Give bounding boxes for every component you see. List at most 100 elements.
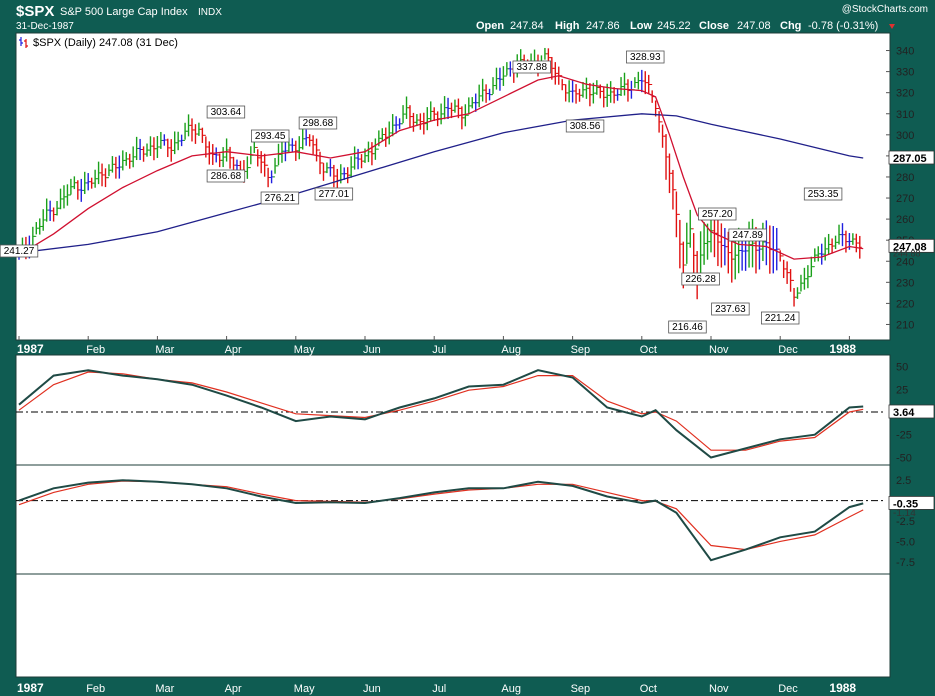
month-label-top-12: 1988 [829, 342, 856, 356]
callout-box-3 [250, 129, 290, 143]
price-y-tick-11: 320 [896, 88, 914, 100]
legend-text: $SPX (Daily) 247.08 (31 Dec) [33, 37, 178, 49]
ind2-y-tick-2: -2.5 [896, 516, 915, 528]
price-y-tick-10: 310 [896, 109, 914, 121]
callout-0: 241.27 [4, 246, 35, 257]
price-y-tick-5: 260 [896, 214, 914, 226]
month-label-bottom-2: Mar [155, 683, 174, 695]
callout-7: 337.88 [516, 62, 547, 73]
callout-box-5 [298, 116, 338, 130]
callout-4: 276.21 [265, 193, 296, 204]
ind1-ref-value-box [888, 404, 935, 419]
ind1-fast-line [18, 369, 864, 459]
price-y-tick-0: 210 [896, 319, 914, 331]
month-label-bottom-1: Feb [86, 683, 105, 695]
month-label-bottom-5: Jun [363, 683, 381, 695]
month-label-top-1: Feb [86, 344, 105, 356]
chart-date: 31-Dec-1987 [16, 21, 74, 32]
price-y-tick-13: 340 [896, 46, 914, 58]
ind1-y-tick-3: -50 [896, 452, 912, 464]
chg-label: Chg [780, 20, 801, 32]
callout-box-14 [728, 228, 767, 242]
callout-box-6 [314, 187, 354, 201]
month-label-bottom-11: Dec [778, 683, 798, 695]
month-label-top-10: Nov [709, 344, 729, 356]
callout-box-15 [761, 311, 800, 325]
callout-12: 257.20 [702, 209, 733, 220]
ind1-y-tick-1: 25 [896, 384, 908, 396]
price-y-tick-1: 220 [896, 298, 914, 310]
price-y-tick-7: 280 [896, 172, 914, 184]
callout-box-4 [260, 191, 300, 205]
callout-box-0 [0, 244, 39, 258]
month-label-bottom-10: Nov [709, 683, 729, 695]
legend-bar-icon-2 [24, 39, 28, 48]
ind2-y-tick-3: -5.0 [896, 536, 915, 548]
close-value: 247.08 [737, 20, 771, 32]
month-label-top-4: May [294, 344, 315, 356]
callout-6: 277.01 [319, 189, 350, 200]
month-label-bottom-8: Sep [571, 683, 591, 695]
ind1-y-tick-2: -25 [896, 430, 912, 442]
callout-box-1 [206, 105, 246, 119]
month-label-bottom-7: Aug [501, 683, 521, 695]
month-label-top-6: Jul [432, 344, 446, 356]
ind2-fast-line [18, 479, 864, 562]
exchange: INDX [198, 7, 222, 18]
ind2-y-tick-0: 2.5 [896, 475, 911, 487]
callout-10: 216.46 [672, 322, 703, 333]
chg-value: -0.78 (-0.31%) [808, 20, 878, 32]
callout-14: 247.89 [732, 230, 763, 241]
month-label-top-11: Dec [778, 344, 798, 356]
callout-9: 328.93 [630, 52, 661, 63]
ma-fast-value: 244.88 [893, 248, 921, 258]
month-label-bottom-4: May [294, 683, 315, 695]
high-label: High [555, 20, 580, 32]
callout-box-12 [698, 207, 737, 221]
month-label-top-7: Aug [501, 344, 521, 356]
callout-box-16 [803, 187, 843, 201]
empty-panel [15, 573, 891, 678]
low-value: 245.22 [657, 20, 691, 32]
month-label-bottom-0: 1987 [17, 681, 44, 695]
callout-1: 303.64 [211, 107, 242, 118]
last-price-value-box [888, 238, 935, 253]
ind1-y-tick-0: 50 [896, 362, 908, 374]
ind2-signal-value: -1.14 [893, 508, 916, 519]
ma-fast-line [18, 75, 864, 260]
callout-2: 286.68 [211, 171, 242, 182]
callout-8: 308.56 [570, 121, 601, 132]
callout-11: 226.28 [685, 274, 716, 285]
callout-box-7 [512, 60, 551, 74]
month-label-bottom-6: Jul [432, 683, 446, 695]
high-value: 247.86 [586, 20, 620, 32]
month-label-top-3: Apr [225, 344, 242, 356]
callout-3: 293.45 [255, 131, 286, 142]
callout-box-10 [668, 320, 707, 334]
chg-down-icon [889, 24, 895, 29]
ma-slow-value-box [888, 150, 935, 165]
low-label: Low [630, 20, 652, 32]
close-label: Close [699, 20, 729, 32]
ind1-ref-value: 3.64 [893, 407, 915, 419]
month-label-top-8: Sep [571, 344, 591, 356]
legend-bar-icon [19, 37, 23, 46]
callout-box-11 [681, 272, 720, 286]
watermark: @StockCharts.com [842, 4, 928, 15]
month-label-top-9: Oct [640, 344, 657, 356]
ind2-ref-value-box [888, 496, 935, 510]
open-value: 247.84 [510, 20, 544, 32]
month-label-top-0: 1987 [17, 342, 44, 356]
callout-box-8 [565, 119, 605, 133]
price-y-tick-6: 270 [896, 193, 914, 205]
ind2-y-tick-4: -7.5 [896, 557, 915, 569]
price-panel [15, 32, 891, 341]
callout-box-13 [711, 302, 750, 316]
month-label-bottom-9: Oct [640, 683, 657, 695]
callout-15: 221.24 [765, 313, 796, 324]
indicator1-panel [15, 354, 891, 466]
indicator2-panel [15, 464, 891, 575]
callout-13: 237.63 [715, 304, 746, 315]
last-price-value: 247.08 [893, 241, 927, 253]
